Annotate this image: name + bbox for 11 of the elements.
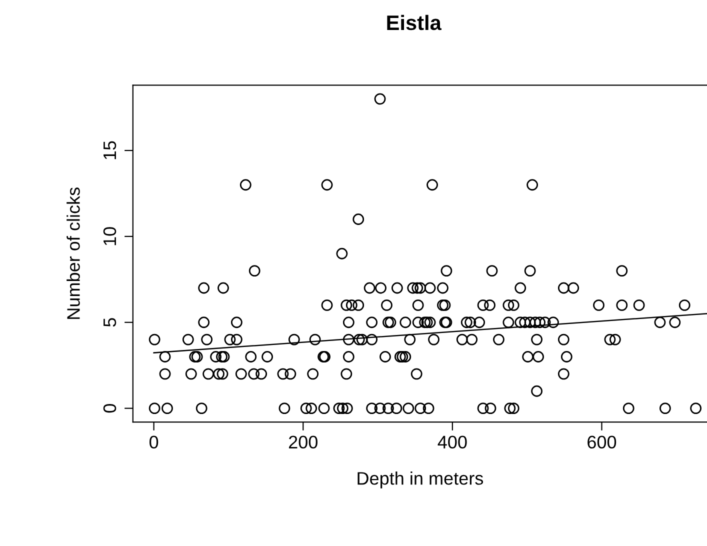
chart-title: Eistla [387, 14, 442, 30]
y-tick-label: 15 [104, 141, 116, 160]
x-axis-title: Depth in meters [358, 472, 484, 488]
x-tick-label: 400 [438, 436, 467, 449]
x-tick-label: 600 [588, 436, 616, 449]
y-axis-title: Number of clicks [66, 188, 80, 319]
y-tick-label: 0 [103, 404, 116, 413]
x-tick-label: 200 [288, 436, 318, 449]
x-tick-label: 0 [150, 436, 158, 449]
y-tick-label: 10 [103, 227, 116, 246]
y-tick-label: 5 [104, 318, 116, 327]
